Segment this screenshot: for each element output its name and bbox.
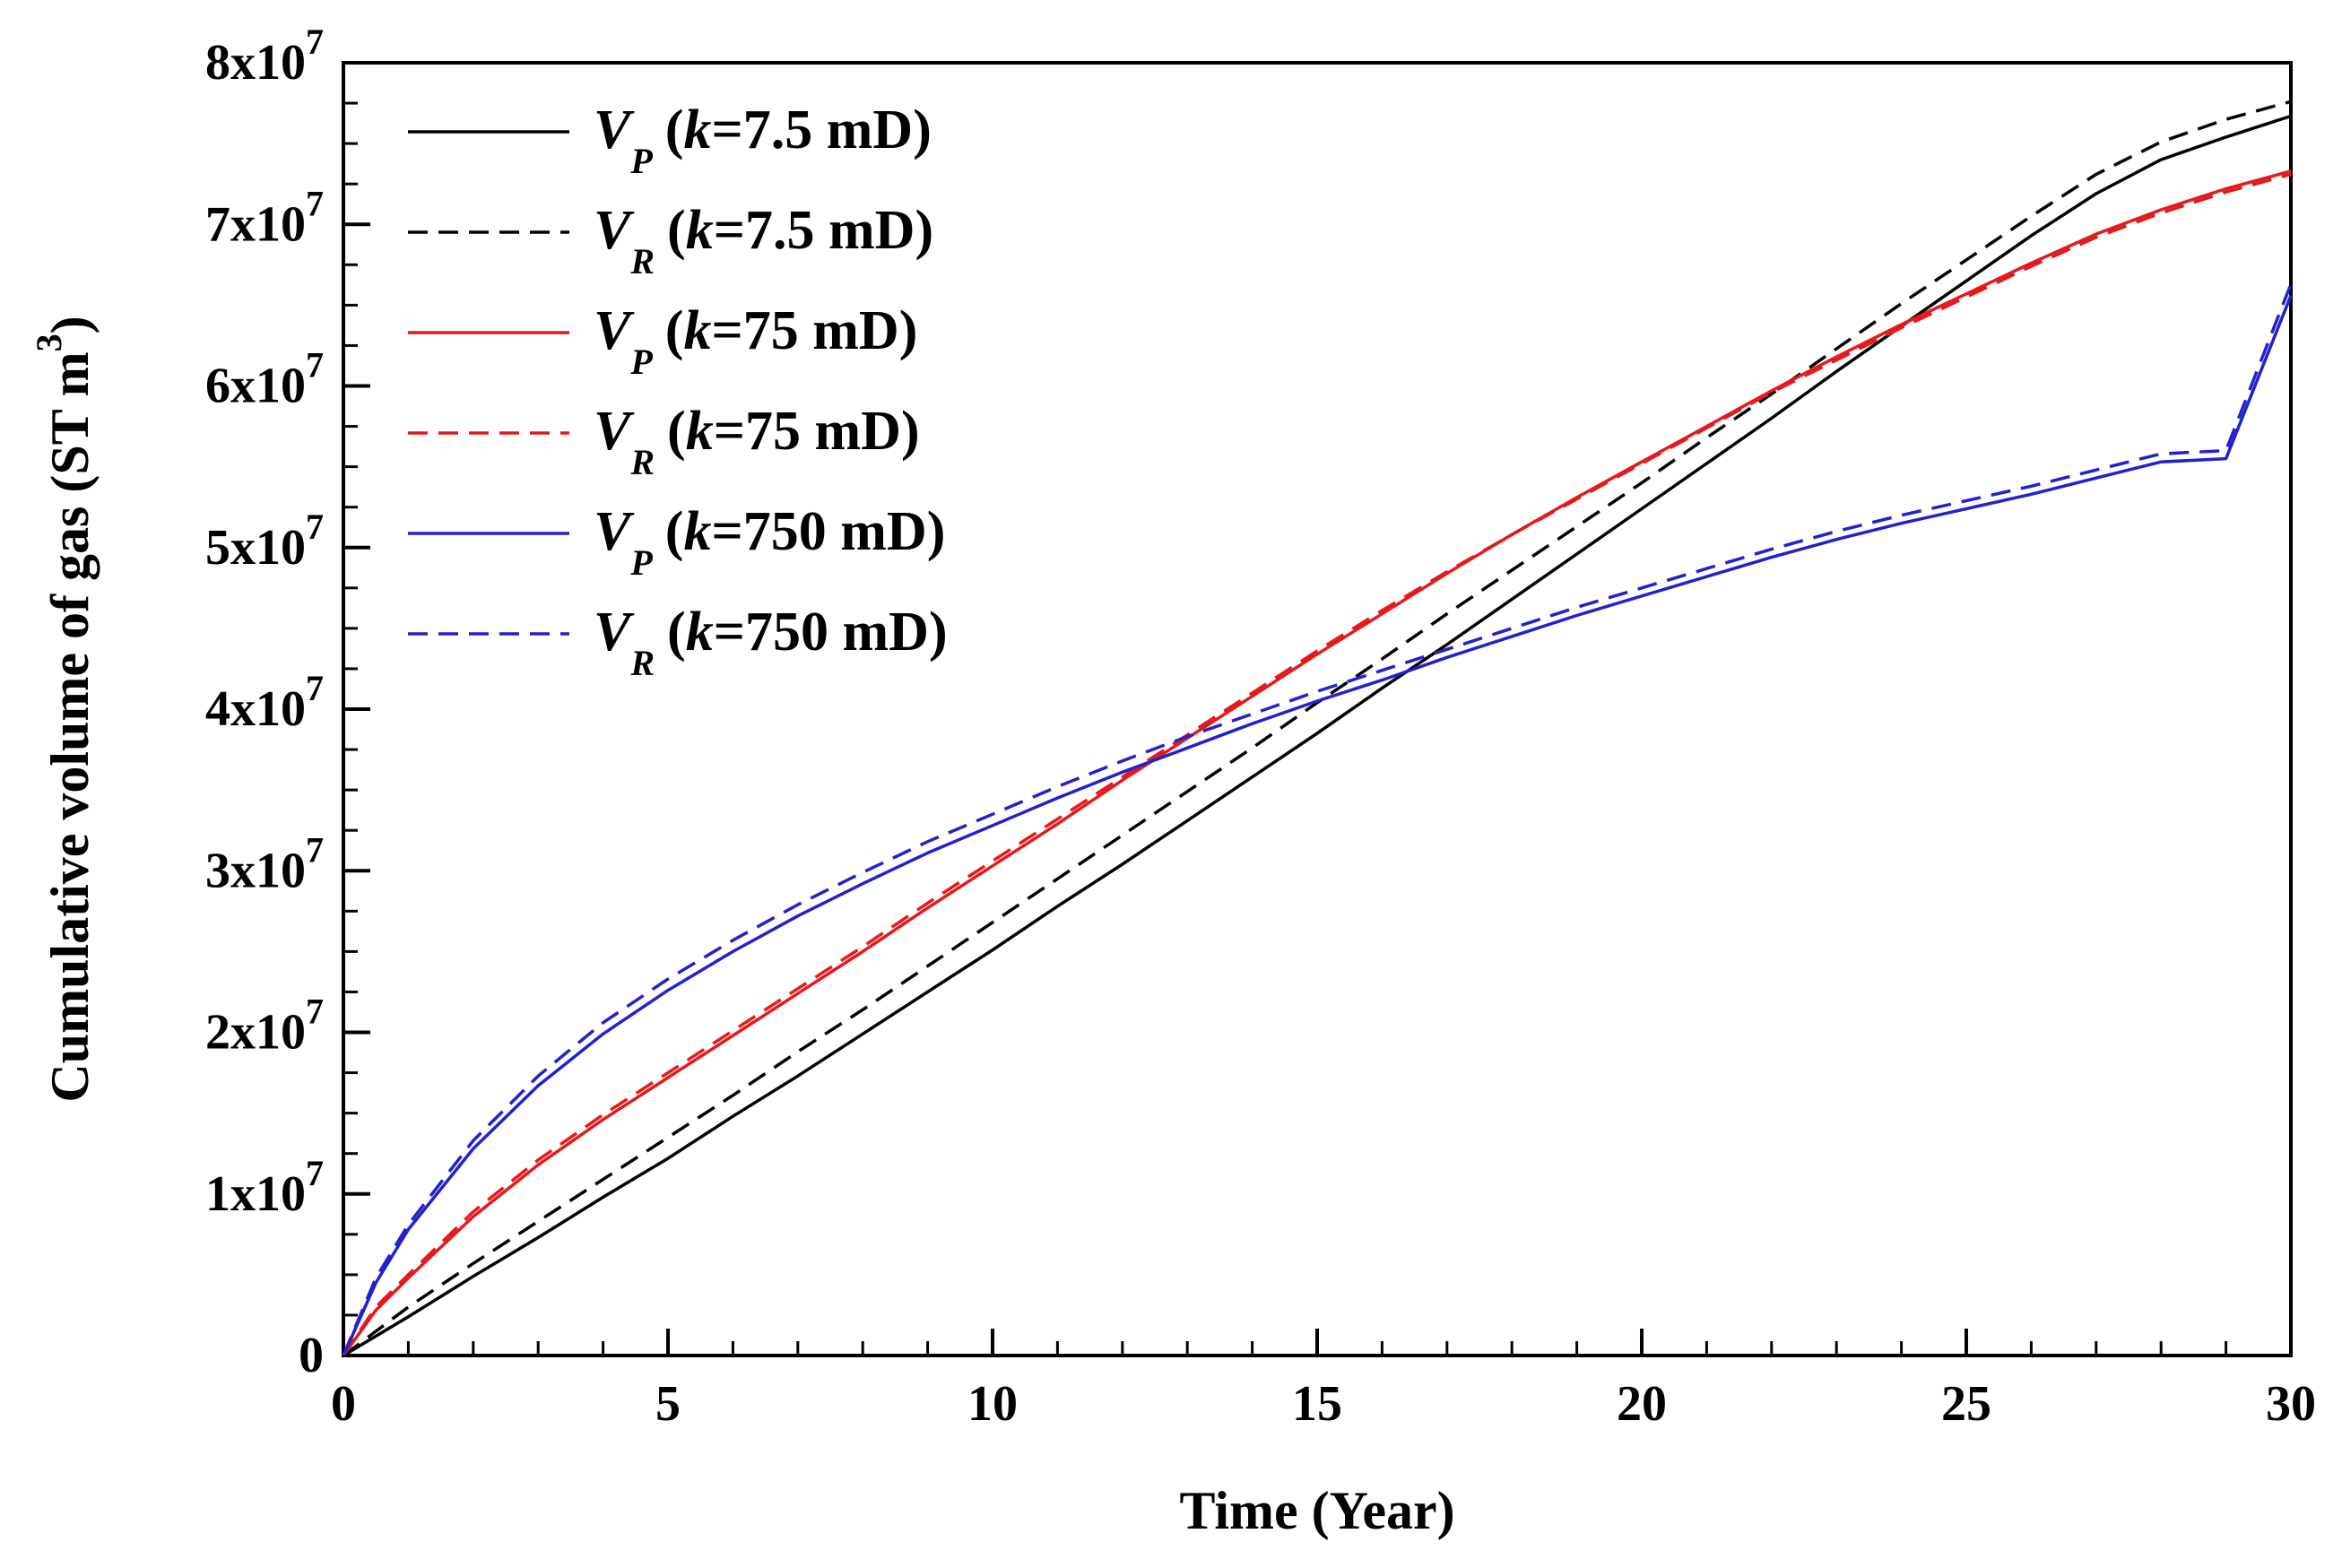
- x-tick-label: 10: [967, 1376, 1018, 1432]
- y-tick-label: 5x107: [205, 507, 324, 576]
- x-tick-label: 15: [1292, 1376, 1342, 1432]
- legend: VP(k=7.5 mD) VR(k=7.5 mD) VP(k=75 mD) VR(k=…: [408, 100, 948, 683]
- y-tick-label: 0: [299, 1328, 324, 1383]
- x-tick-label: 5: [655, 1376, 681, 1432]
- y-axis-title: Cumulative volume of gas (ST m3): [29, 316, 100, 1102]
- series-lines: [342, 100, 2293, 1357]
- legend-label-2: VR(k=7.5 mD): [594, 200, 933, 282]
- series-line-4: [342, 172, 2292, 1356]
- legend-label-6: VR(k=750 mD): [594, 602, 948, 683]
- series-line-5: [342, 294, 2293, 1356]
- series-line-6: [342, 283, 2293, 1356]
- y-tick-label: 2x107: [205, 992, 324, 1061]
- series-line-1: [343, 114, 2292, 1357]
- minor-ticks: [342, 61, 2293, 1357]
- y-tick-label: 7x107: [205, 183, 324, 252]
- series-line-2: [342, 100, 2292, 1357]
- x-tick-label: 30: [2266, 1376, 2316, 1432]
- major-ticks: [342, 61, 2293, 1357]
- y-tick-label: 6x107: [205, 345, 324, 414]
- legend-label-1: VP(k=7.5 mD): [594, 100, 932, 181]
- y-axis-title-sup: 3: [29, 334, 69, 351]
- y-axis-title-main: Cumulative volume of gas (ST m: [40, 351, 100, 1102]
- series-line-3: [342, 169, 2292, 1357]
- y-tick-label: 1x107: [205, 1153, 324, 1222]
- x-tick-label: 25: [1941, 1376, 1991, 1432]
- x-tick-label: 0: [331, 1376, 356, 1432]
- legend-label-3: VP(k=75 mD): [594, 300, 917, 382]
- y-tick-label: 8x107: [205, 22, 324, 91]
- x-axis-title: Time (Year): [1179, 1481, 1454, 1540]
- y-axis-title-close: ): [40, 316, 100, 334]
- y-tick-labels: 0 1x107 2x107 3x107 4x107 5x107 6x107 7x107 8x10…: [205, 22, 324, 1383]
- x-tick-labels: 0 5 10 15 20 25 30: [331, 1376, 2316, 1432]
- legend-label-5: VP(k=750 mD): [594, 501, 945, 583]
- y-tick-label: 4x107: [205, 668, 324, 737]
- y-tick-label: 3x107: [205, 829, 324, 898]
- legend-label-4: VR(k=75 mD): [594, 401, 920, 482]
- x-tick-label: 20: [1617, 1376, 1667, 1432]
